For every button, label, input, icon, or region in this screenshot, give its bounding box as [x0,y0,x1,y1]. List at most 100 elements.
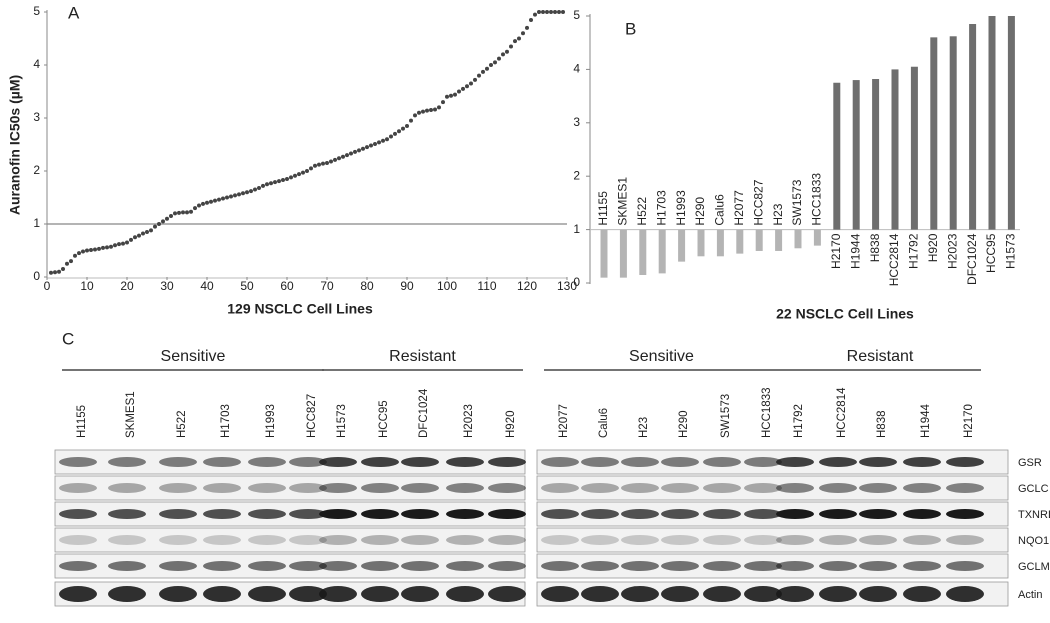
group-label: Sensitive [161,348,226,365]
data-point [65,261,69,266]
data-point [449,93,453,98]
category-label: SW1573 [790,179,804,225]
lane-label: H838 [876,411,888,439]
data-point [385,137,389,142]
band [319,535,357,545]
band [819,509,857,519]
x-tick-label: 130 [557,279,577,293]
data-point [193,206,197,211]
band [744,483,782,493]
x-tick-label: 60 [280,279,294,293]
lane-label: H522 [176,411,188,439]
band [621,535,659,545]
band [446,483,484,493]
x-tick-label: 100 [437,279,457,293]
band [819,457,857,467]
band [819,561,857,571]
data-point [121,241,125,246]
band [59,483,97,493]
category-label: H1792 [907,233,921,269]
data-point [213,198,217,203]
band [776,561,814,571]
data-point [417,110,421,115]
blot-strip [536,527,1009,553]
group-label: Resistant [389,348,456,365]
category-label: H522 [635,197,649,226]
data-point [165,216,169,221]
data-point [133,235,137,240]
band [361,483,399,493]
data-point [457,89,461,94]
data-point [233,193,237,198]
bar [969,24,977,230]
data-point [257,185,261,190]
band [661,509,699,519]
band [319,561,357,571]
band [621,483,659,493]
data-point [89,247,93,252]
band [541,561,579,571]
lane-label: H2023 [463,404,475,438]
band [859,561,897,571]
bar [600,229,608,278]
band [401,483,439,493]
data-point [341,154,345,159]
category-label: H23 [771,203,785,225]
data-point [553,10,557,14]
category-label: HCC1833 [810,173,824,226]
data-point [429,108,433,113]
data-point [333,157,337,162]
category-label: H2170 [829,233,843,269]
data-point [537,10,541,14]
band [776,586,814,602]
data-point [185,210,189,215]
band [703,535,741,545]
row-label: TXNRD1 [1018,509,1050,521]
data-point [493,60,497,65]
data-point [313,163,317,168]
data-point [249,189,253,194]
band [661,483,699,493]
band [621,586,659,602]
lane-label: Calu6 [598,408,610,438]
data-point [229,194,233,199]
category-label: Calu6 [713,194,727,226]
band [581,483,619,493]
data-point [301,170,305,175]
category-label: HCC95 [984,233,998,273]
data-point [113,243,117,248]
data-point [529,17,533,22]
bar [697,229,705,257]
band [903,457,941,467]
data-point [389,134,393,139]
y-tick-label: 2 [33,163,40,177]
band [203,457,241,467]
lane-label: H1944 [920,404,932,438]
band [319,457,357,467]
band [744,509,782,519]
bar [716,229,724,257]
data-point [541,10,545,14]
data-point [509,44,513,49]
data-point [125,240,129,245]
panel-label: C [62,329,74,348]
data-point [241,191,245,196]
band [776,535,814,545]
data-point [277,179,281,184]
data-point [337,156,341,161]
data-point [525,25,529,30]
x-tick-label: 50 [240,279,254,293]
data-point [401,126,405,131]
bar [658,229,666,274]
band [203,509,241,519]
band [59,535,97,545]
data-point [145,229,149,234]
band [581,535,619,545]
band [703,586,741,602]
band [248,535,286,545]
bar [755,229,763,251]
data-point [349,151,353,156]
band [108,509,146,519]
data-point [237,192,241,197]
x-tick-label: 120 [517,279,537,293]
